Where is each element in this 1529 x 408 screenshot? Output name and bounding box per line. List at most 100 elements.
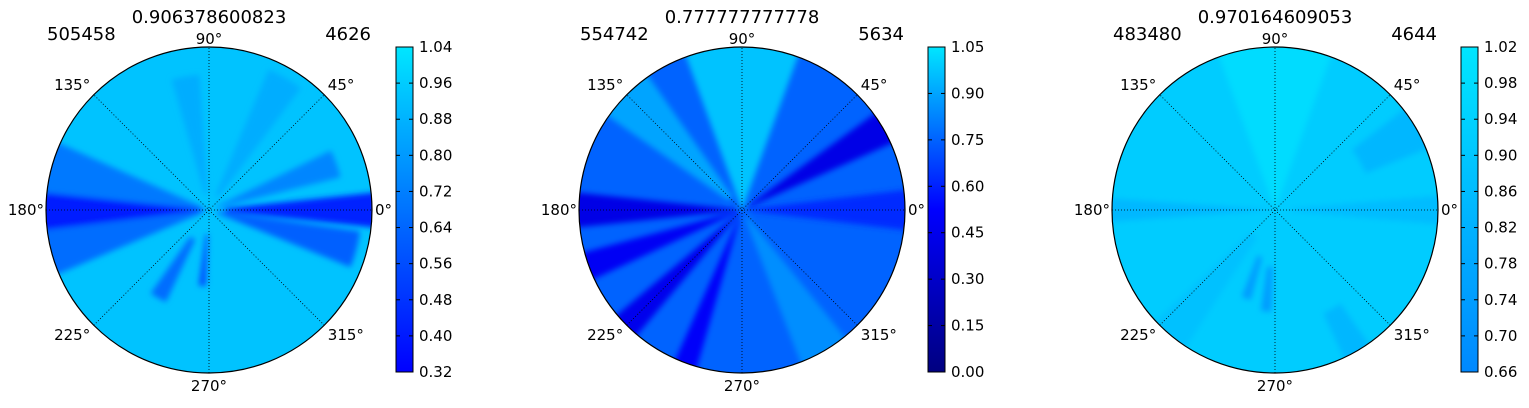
chart-title: 0.906378600823 xyxy=(132,7,287,28)
colorbar-tick-label: 0.32 xyxy=(419,363,452,381)
polar-panel-3: 0° 45° 90° 135° 180° 225° 270° 315° 0.9701646090… xyxy=(1074,7,1518,395)
heatmap-wedge-3 xyxy=(742,110,897,210)
corner-label-left: 554742 xyxy=(580,24,649,45)
heatmap-wedge-7 xyxy=(673,217,740,373)
angle-tick-label: 180° xyxy=(1074,201,1110,219)
gridline xyxy=(93,94,325,326)
heatmap-wedge-6 xyxy=(1241,255,1263,301)
polar-panel-1: 0° 45° 90° 135° 180° 225° 270° 315° 0.9063786008… xyxy=(8,7,453,395)
corner-label-right: 4626 xyxy=(325,24,371,45)
polar-panel-2: 0° 45° 90° 135° 180° 225° 270° 315° 0.7777777777… xyxy=(541,7,985,395)
heatmap-wedge-3 xyxy=(46,141,202,210)
colorbar-tick-label: 0.64 xyxy=(419,219,452,237)
colorbar-scale xyxy=(927,46,946,373)
colorbar-tick-label: 0.82 xyxy=(1484,219,1517,237)
colorbar-tick-label: 0.96 xyxy=(419,74,452,92)
angle-tick-label: 270° xyxy=(724,377,760,395)
heatmap-wedge-8 xyxy=(1151,232,1258,353)
colorbar-tick-label: 0.75 xyxy=(951,131,984,149)
colorbar-tick-label: 0.90 xyxy=(951,84,984,102)
polar-frame xyxy=(1111,46,1439,374)
colorbar-tick-label: 0.86 xyxy=(1484,182,1517,200)
colorbar-tick-label: 0.40 xyxy=(419,327,452,345)
angle-tick-label: 180° xyxy=(8,201,44,219)
angle-tick-label: 90° xyxy=(729,30,756,48)
corner-label-left: 483480 xyxy=(1113,24,1182,45)
corner-label-right: 4644 xyxy=(1391,24,1437,45)
polar-frame xyxy=(45,46,373,374)
heatmap-wedge-9 xyxy=(171,74,208,195)
heatmap-wedge-5 xyxy=(579,210,742,282)
colorbar-tick-label: 0.98 xyxy=(1484,74,1517,92)
heatmap-wedge-8 xyxy=(198,234,209,287)
colorbar-scale xyxy=(395,46,414,373)
colorbar-tick-label: 0.74 xyxy=(1484,291,1517,309)
angle-tick-label: 45° xyxy=(861,76,888,94)
angle-tick-label: 135° xyxy=(587,76,623,94)
heatmap-field xyxy=(46,69,372,303)
colorbar-scale xyxy=(1460,46,1479,373)
colorbar-tick-label: 1.04 xyxy=(419,38,452,56)
heatmap-wedge-5 xyxy=(1260,266,1274,312)
heatmap-wedge-4 xyxy=(46,210,202,277)
colorbar-tick-label: 0.80 xyxy=(419,146,452,164)
gridline xyxy=(93,94,325,326)
colorbar-tick-label: 0.88 xyxy=(419,110,452,128)
angle-tick-label: 0° xyxy=(908,201,925,219)
polar-frame xyxy=(578,46,906,374)
angle-tick-label: 90° xyxy=(1262,30,1289,48)
angle-tick-label: 225° xyxy=(1120,326,1156,344)
colorbar-tick-label: 0.70 xyxy=(1484,327,1517,345)
corner-label-right: 5634 xyxy=(858,24,904,45)
colorbar: 0.00 0.15 0.30 0.45 0.60 0.75 0.90 1.05 xyxy=(927,38,984,381)
colorbar-tick-label: 0.94 xyxy=(1484,110,1517,128)
colorbar-tick-label: 0.72 xyxy=(419,182,452,200)
angle-tick-label: 90° xyxy=(196,30,223,48)
colorbar-tick-label: 0.45 xyxy=(951,224,984,242)
colorbar-tick-label: 0.30 xyxy=(951,270,984,288)
polar-gridlines xyxy=(46,47,372,373)
colorbar-tick-label: 1.05 xyxy=(951,38,984,56)
colorbar-tick-label: 0.66 xyxy=(1484,363,1517,381)
heatmap-wedge-9 xyxy=(750,189,905,231)
chart-title: 0.777777777778 xyxy=(665,7,820,28)
colorbar: 0.66 0.70 0.74 0.78 0.82 0.86 0.90 0.94 0.98 1.02 xyxy=(1460,38,1517,381)
angle-tick-label: 315° xyxy=(861,326,897,344)
angle-tick-label: 135° xyxy=(54,76,90,94)
angle-tick-label: 315° xyxy=(1394,326,1430,344)
heatmap-wedge-8 xyxy=(744,216,849,369)
angle-tick-label: 225° xyxy=(587,326,623,344)
angle-tick-label: 225° xyxy=(54,326,90,344)
polar-gridlines xyxy=(579,47,905,373)
angle-tick-label: 0° xyxy=(375,201,392,219)
angle-tick-label: 270° xyxy=(191,377,227,395)
heatmap-wedge-1 xyxy=(684,47,800,210)
colorbar-tick-label: 0.15 xyxy=(951,317,984,335)
angle-tick-label: 45° xyxy=(328,76,355,94)
colorbar-tick-label: 1.02 xyxy=(1484,38,1517,56)
colorbar-tick-label: 0.78 xyxy=(1484,255,1517,273)
colorbar-tick-label: 0.90 xyxy=(1484,146,1517,164)
polar-gridlines xyxy=(1112,47,1438,373)
heatmap-wedge-1 xyxy=(1217,47,1333,210)
angle-tick-label: 180° xyxy=(541,201,577,219)
heatmap-wedge-10 xyxy=(215,69,301,197)
angle-tick-label: 315° xyxy=(328,326,364,344)
angle-tick-label: 45° xyxy=(1394,76,1421,94)
gridline xyxy=(626,94,858,326)
gridline xyxy=(1159,94,1391,326)
colorbar-tick-label: 0.60 xyxy=(951,177,984,195)
heatmap-wedge-7 xyxy=(150,236,196,303)
angle-tick-label: 135° xyxy=(1120,76,1156,94)
heatmap-wedge-5 xyxy=(216,211,361,268)
corner-label-left: 505458 xyxy=(47,24,116,45)
chart-title: 0.970164609053 xyxy=(1198,7,1353,28)
colorbar-tick-label: 0.56 xyxy=(419,255,452,273)
colorbar-tick-label: 0.00 xyxy=(951,363,984,381)
colorbar: 0.32 0.40 0.48 0.56 0.64 0.72 0.80 0.88 0.96 1.04 xyxy=(395,38,452,381)
angle-tick-label: 270° xyxy=(1257,377,1293,395)
heatmap-wedge-6 xyxy=(216,150,341,209)
angle-tick-label: 0° xyxy=(1441,201,1458,219)
colorbar-tick-label: 0.48 xyxy=(419,291,452,309)
